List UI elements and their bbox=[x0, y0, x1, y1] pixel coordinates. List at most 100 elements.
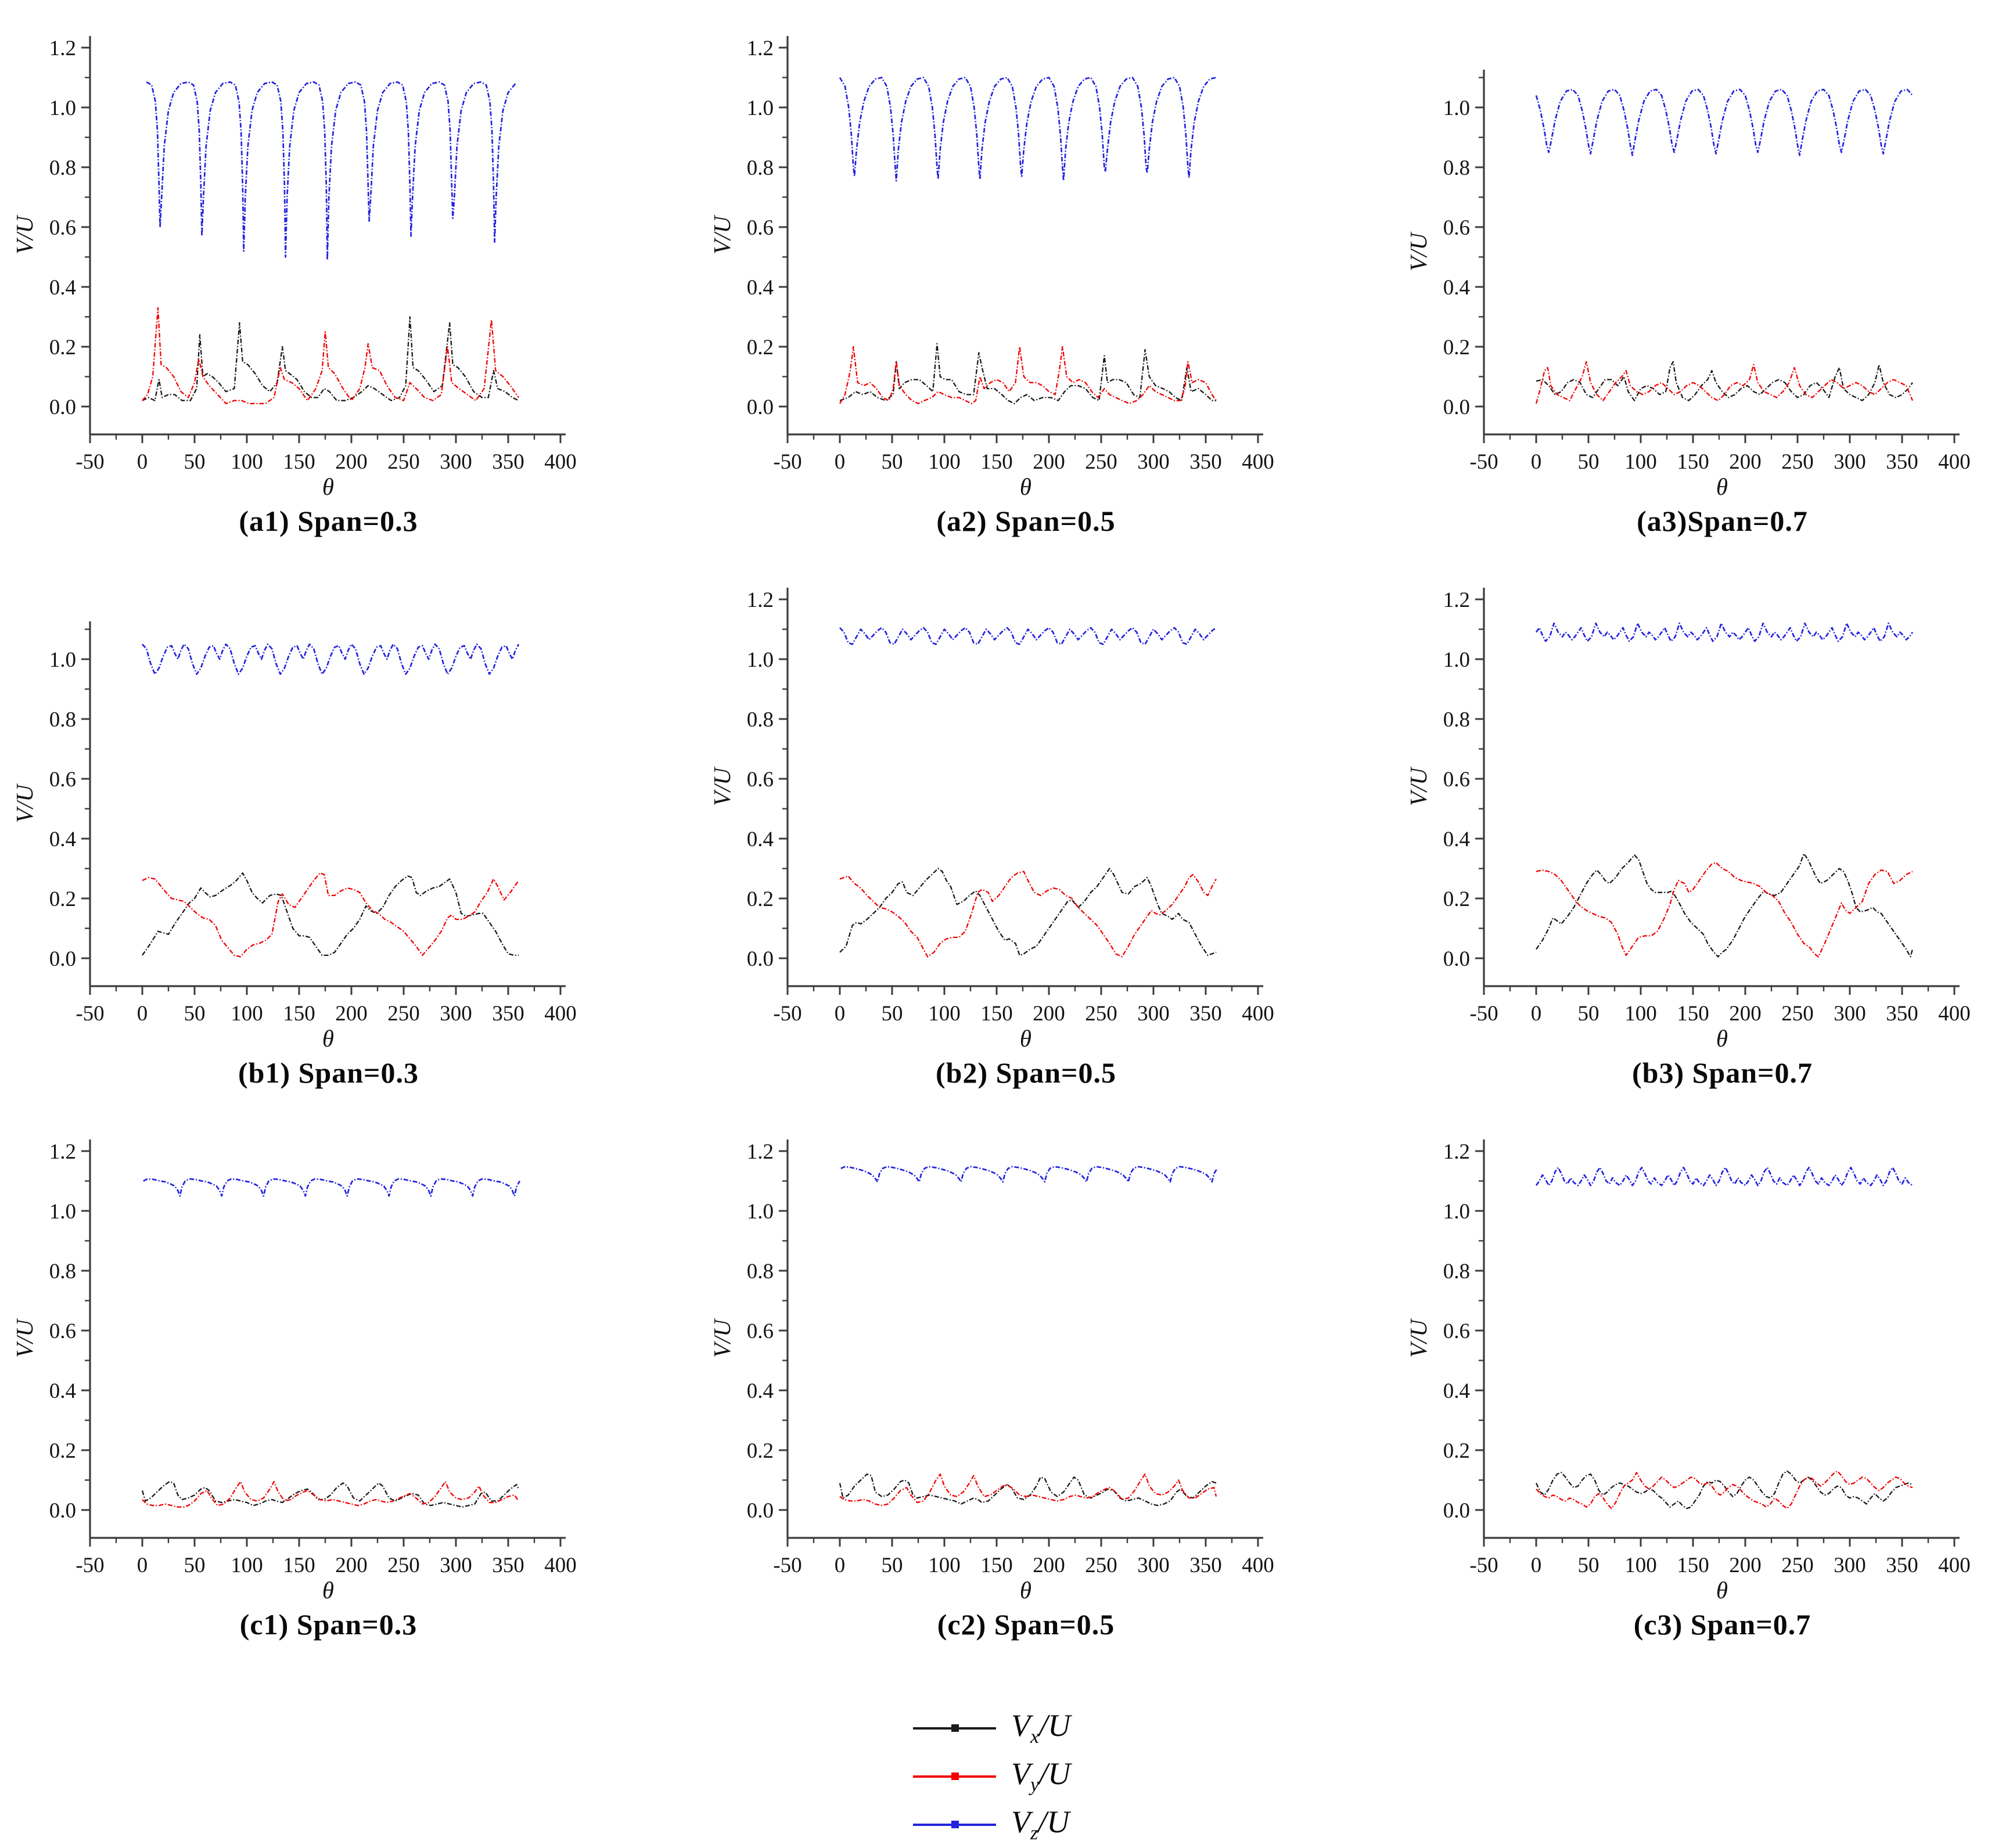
chart-b2-caption: (b2) Span=0.5 bbox=[935, 1056, 1117, 1089]
legend-label-vz: Vz/U bbox=[1011, 1806, 1069, 1843]
series-Vz/U bbox=[1535, 1166, 1913, 1187]
y-tick-label: 0.6 bbox=[49, 768, 76, 792]
chart-b3-caption: (b3) Span=0.7 bbox=[1631, 1056, 1813, 1089]
x-tick-label: -50 bbox=[76, 1554, 104, 1577]
y-tick-label: 0.2 bbox=[49, 336, 76, 359]
y-tick-label: 0.0 bbox=[747, 396, 774, 419]
y-tick-label: 0.4 bbox=[49, 1379, 76, 1403]
y-tick-label: 0.0 bbox=[747, 1499, 774, 1523]
x-tick-label: 250 bbox=[1085, 1554, 1117, 1577]
x-tick-label: 400 bbox=[544, 450, 577, 474]
y-tick-label: 0.2 bbox=[747, 336, 774, 359]
x-axis-title: θ bbox=[1020, 1577, 1031, 1603]
series-Vy/U bbox=[1536, 862, 1913, 958]
x-tick-label: 150 bbox=[980, 450, 1013, 474]
x-tick-label: 0 bbox=[137, 450, 148, 474]
series-Vz/U bbox=[1535, 88, 1914, 156]
y-axis-title: V/U bbox=[1405, 767, 1432, 806]
y-tick-label: 1.2 bbox=[1443, 1140, 1470, 1164]
chart-b1: -50 0 50 100 150 200 250 300 350 400 0.0 0.2 0.4 0.6 0… bbox=[0, 552, 665, 1103]
y-tick-label: 1.0 bbox=[747, 96, 774, 120]
x-tick-label: 100 bbox=[1624, 1554, 1657, 1577]
x-tick-label: 350 bbox=[492, 1554, 524, 1577]
x-tick-label: 250 bbox=[1781, 1554, 1814, 1577]
vx-square-marker-icon bbox=[951, 1724, 959, 1732]
x-tick-label: 250 bbox=[387, 450, 420, 474]
x-tick-label: 250 bbox=[1781, 1002, 1814, 1026]
x-tick-label: 300 bbox=[440, 1554, 472, 1577]
chart-a3: -50 0 50 100 150 200 250 300 350 400 0.0 0.2 0.4 0.6 0… bbox=[1330, 0, 1995, 552]
y-axis-title: V/U bbox=[1405, 1318, 1432, 1358]
series-Vx/U bbox=[839, 343, 1216, 405]
x-tick-label: 300 bbox=[440, 450, 472, 474]
series-Vz/U bbox=[1535, 622, 1914, 642]
x-tick-label: 300 bbox=[1137, 1554, 1170, 1577]
x-axis-title: θ bbox=[322, 1025, 334, 1052]
x-tick-label: 100 bbox=[1624, 450, 1657, 474]
legend: Vx/U Vy/U Vz/U bbox=[913, 1704, 1070, 1848]
x-tick-label: 100 bbox=[928, 1002, 961, 1026]
x-tick-label: 400 bbox=[544, 1554, 577, 1577]
y-tick-label: 0.8 bbox=[1443, 156, 1470, 180]
series-Vz/U bbox=[839, 77, 1217, 182]
x-tick-label: 200 bbox=[335, 1554, 368, 1577]
series-Vz/U bbox=[839, 627, 1217, 645]
charts-grid: -50 0 50 100 150 200 250 300 350 400 0.0 0.2 0.4 0.6 0… bbox=[0, 0, 1995, 1655]
chart-b2-canvas: -50 0 50 100 150 200 250 300 350 400 0.0 0.2 0.4 0.6 0… bbox=[709, 588, 1274, 1052]
chart-c3: -50 0 50 100 150 200 250 300 350 400 0.0 0.2 0.4 0.6 0… bbox=[1330, 1103, 1995, 1655]
y-tick-label: 0.4 bbox=[1443, 276, 1470, 300]
x-tick-label: 350 bbox=[492, 450, 524, 474]
series-Vz/U bbox=[143, 1178, 520, 1197]
x-tick-label: 250 bbox=[1085, 1002, 1117, 1026]
y-tick-label: 0.6 bbox=[747, 1320, 774, 1343]
series-Vx/U bbox=[141, 1480, 520, 1508]
y-tick-label: 0.4 bbox=[747, 828, 774, 851]
legend-item-vx: Vx/U bbox=[913, 1704, 1070, 1752]
x-tick-label: 300 bbox=[1834, 1002, 1866, 1026]
y-tick-label: 0.2 bbox=[747, 1439, 774, 1463]
x-tick-label: 400 bbox=[1242, 1554, 1274, 1577]
x-tick-label: 100 bbox=[231, 1002, 263, 1026]
x-tick-label: 0 bbox=[137, 1554, 148, 1577]
x-tick-label: 300 bbox=[440, 1002, 472, 1026]
y-tick-label: 0.0 bbox=[49, 947, 76, 971]
legend-item-vz: Vz/U bbox=[913, 1800, 1070, 1848]
legend-label-vx: Vx/U bbox=[1011, 1710, 1070, 1747]
series-Vx/U bbox=[839, 1473, 1217, 1507]
x-tick-label: 300 bbox=[1834, 450, 1866, 474]
x-tick-label: 350 bbox=[492, 1002, 524, 1026]
series-Vy/U bbox=[142, 307, 519, 405]
y-axis-title: V/U bbox=[709, 767, 735, 806]
x-tick-label: 0 bbox=[1531, 1554, 1542, 1577]
y-tick-label: 0.2 bbox=[747, 887, 774, 911]
x-tick-label: 250 bbox=[387, 1554, 420, 1577]
chart-a1: -50 0 50 100 150 200 250 300 350 400 0.0 0.2 0.4 0.6 0… bbox=[0, 0, 665, 552]
y-tick-label: 0.8 bbox=[49, 1260, 76, 1283]
x-tick-label: 200 bbox=[1033, 1002, 1065, 1026]
chart-b3-canvas: -50 0 50 100 150 200 250 300 350 400 0.0 0.2 0.4 0.6 0… bbox=[1405, 588, 1971, 1052]
series-Vx/U bbox=[839, 868, 1217, 957]
chart-c2-canvas: -50 0 50 100 150 200 250 300 350 400 0.0 0.2 0.4 0.6 0… bbox=[709, 1139, 1274, 1603]
vx-line-swatch bbox=[913, 1724, 996, 1732]
x-tick-label: 0 bbox=[835, 450, 846, 474]
y-axis-title: V/U bbox=[709, 215, 735, 254]
chart-c3-caption: (c3) Span=0.7 bbox=[1633, 1608, 1811, 1641]
y-tick-label: 0.0 bbox=[49, 1499, 76, 1523]
chart-c2-caption: (c2) Span=0.5 bbox=[937, 1608, 1115, 1641]
y-axis-title: V/U bbox=[1405, 232, 1432, 271]
x-tick-label: 150 bbox=[980, 1002, 1013, 1026]
x-tick-label: 50 bbox=[882, 1002, 903, 1026]
x-tick-label: 300 bbox=[1137, 1002, 1170, 1026]
chart-c2: -50 0 50 100 150 200 250 300 350 400 0.0 0.2 0.4 0.6 0… bbox=[665, 1103, 1330, 1655]
y-tick-label: 1.2 bbox=[1443, 588, 1470, 612]
x-tick-label: 200 bbox=[1729, 1002, 1762, 1026]
y-tick-label: 0.6 bbox=[1443, 1320, 1470, 1343]
x-axis-title: θ bbox=[322, 473, 334, 500]
x-tick-label: 50 bbox=[184, 1002, 206, 1026]
x-tick-label: 50 bbox=[1578, 1554, 1599, 1577]
x-tick-label: 350 bbox=[1886, 1554, 1918, 1577]
x-tick-label: 350 bbox=[1189, 1002, 1222, 1026]
x-tick-label: 250 bbox=[1085, 450, 1117, 474]
chart-a3-caption: (a3)Span=0.7 bbox=[1637, 505, 1808, 537]
series-Vx/U bbox=[142, 316, 519, 401]
